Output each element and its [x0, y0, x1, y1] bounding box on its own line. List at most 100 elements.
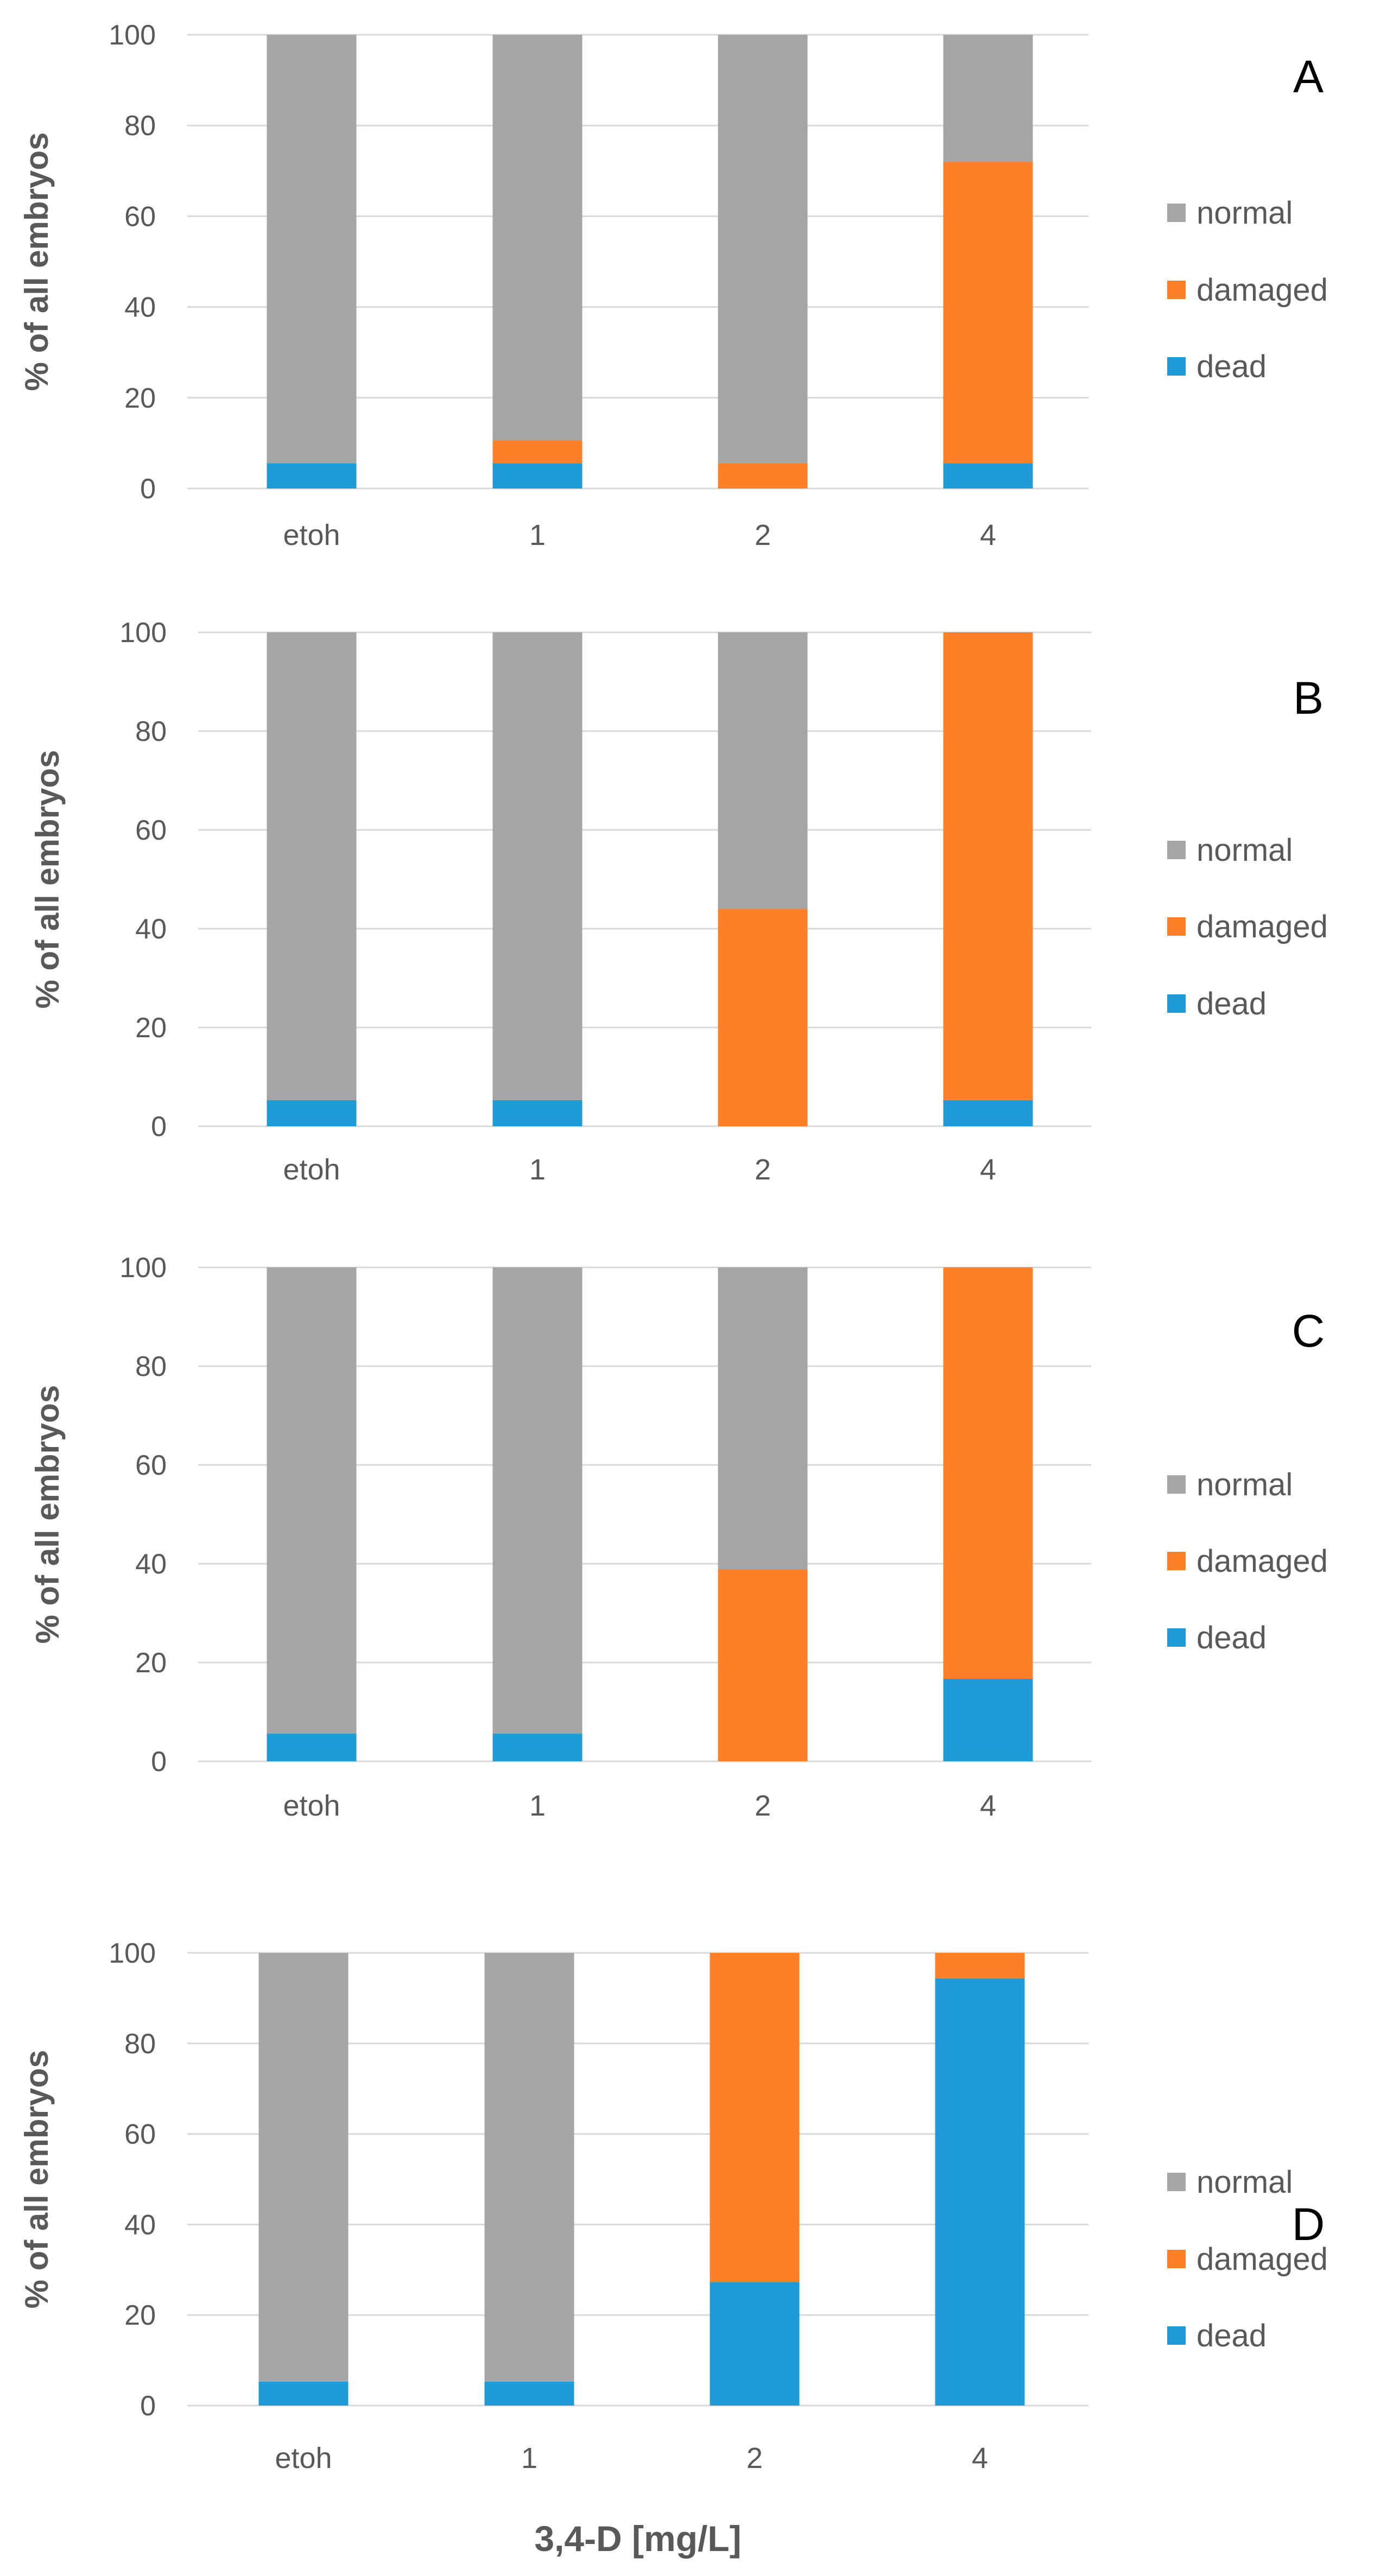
legend-label-dead: dead: [1197, 1620, 1267, 1655]
y-tick-label: 0: [140, 473, 156, 505]
legend-label-dead: dead: [1197, 2318, 1267, 2353]
legend-label-dead: dead: [1197, 349, 1267, 384]
legend-label-damaged: damaged: [1197, 2242, 1328, 2277]
bar-segment-normal: [267, 632, 357, 1100]
chart-panel-c: 0 20 40 60 80 100 etoh 1 2 4 % of all embryos norma…: [29, 1252, 1328, 1822]
y-tick-label: 40: [135, 913, 167, 945]
bar-segment-dead: [267, 1100, 357, 1126]
x-category-label: etoh: [283, 1790, 340, 1822]
x-category-label: 1: [529, 1153, 546, 1186]
y-tick-label: 20: [124, 383, 156, 414]
bar-segment-damaged: [943, 1267, 1033, 1679]
bar-segment-dead: [492, 463, 583, 488]
y-tick-label: 40: [124, 292, 156, 323]
bar-segment-dead: [710, 2282, 800, 2406]
legend-swatch-dead: [1167, 357, 1186, 376]
x-category-label: etoh: [275, 2442, 332, 2475]
x-category-label: 1: [529, 519, 546, 551]
bar-segment-damaged: [710, 1953, 800, 2282]
bar-segment-dead: [943, 1679, 1033, 1761]
y-tick-label: 100: [109, 20, 156, 51]
bar-segment-damaged: [943, 162, 1033, 464]
bar-segment-dead: [267, 463, 357, 488]
y-axis-label: % of all embryos: [29, 1385, 66, 1644]
x-category-label: etoh: [283, 519, 340, 551]
y-tick-label: 0: [151, 1746, 167, 1778]
y-tick-label: 80: [124, 110, 156, 142]
bar-segment-damaged: [718, 1569, 808, 1761]
legend-swatch-damaged: [1167, 281, 1186, 299]
bar-segment-dead: [492, 1100, 583, 1126]
bar-segment-damaged: [492, 440, 583, 464]
y-tick-label: 0: [140, 2390, 156, 2422]
legend-label-normal: normal: [1197, 195, 1293, 231]
bar-segment-normal: [492, 35, 583, 441]
bar-segment-dead: [492, 1734, 583, 1761]
chart-panel-a: 0 20 40 60 80 100 etoh 1 2 4 % of all embryos norma…: [18, 20, 1328, 551]
bar-segment-damaged: [935, 1953, 1025, 1978]
legend-swatch-damaged: [1167, 2250, 1186, 2268]
bar-segment-normal: [492, 1267, 583, 1734]
legend-swatch-dead: [1167, 1628, 1186, 1647]
legend-swatch-normal: [1167, 1475, 1186, 1494]
bar-segment-normal: [484, 1953, 574, 2382]
y-tick-label: 0: [151, 1111, 167, 1143]
panel-letter: B: [1293, 672, 1324, 724]
y-tick-label: 40: [135, 1549, 167, 1580]
y-tick-label: 100: [119, 1252, 167, 1284]
legend-label-normal: normal: [1197, 2165, 1293, 2200]
x-category-label: 2: [755, 1153, 771, 1186]
legend-swatch-normal: [1167, 2173, 1186, 2191]
legend-label-dead: dead: [1197, 986, 1267, 1021]
legend-label-damaged: damaged: [1197, 1544, 1328, 1579]
bar-segment-dead: [935, 1978, 1025, 2406]
y-axis-label: % of all embryos: [18, 2050, 55, 2309]
x-category-label: 4: [980, 519, 996, 551]
y-tick-label: 60: [124, 2119, 156, 2150]
legend-label-normal: normal: [1197, 833, 1293, 868]
x-category-label: 2: [755, 1790, 771, 1822]
legend-label-damaged: damaged: [1197, 909, 1328, 944]
panel-letter: A: [1293, 51, 1324, 102]
bar-segment-dead: [267, 1734, 357, 1761]
y-tick-label: 80: [135, 1351, 167, 1382]
panel-letter: D: [1292, 2199, 1325, 2250]
bar-segment-normal: [718, 35, 808, 464]
x-category-label: 1: [529, 1790, 546, 1822]
bar-segment-damaged: [718, 463, 808, 488]
y-axis-label: % of all embryos: [29, 750, 66, 1009]
x-category-label: 4: [972, 2442, 988, 2475]
legend-swatch-normal: [1167, 204, 1186, 222]
bar-segment-dead: [484, 2381, 574, 2406]
legend-label-normal: normal: [1197, 1467, 1293, 1502]
y-tick-label: 100: [109, 1938, 156, 1969]
x-category-label: 4: [980, 1153, 996, 1186]
bar-segment-dead: [943, 463, 1033, 488]
y-tick-label: 80: [135, 716, 167, 747]
bar-segment-dead: [258, 2381, 349, 2406]
x-category-label: etoh: [283, 1153, 340, 1186]
bar-segment-normal: [718, 1267, 808, 1570]
y-tick-label: 40: [124, 2209, 156, 2241]
bar-segment-normal: [267, 1267, 357, 1734]
bar-segment-normal: [258, 1953, 349, 2382]
bar-segment-normal: [718, 632, 808, 909]
x-category-label: 2: [746, 2442, 763, 2475]
y-tick-label: 60: [135, 815, 167, 846]
bar-segment-normal: [267, 35, 357, 464]
x-category-label: 2: [755, 519, 771, 551]
legend-swatch-normal: [1167, 841, 1186, 859]
y-tick-label: 20: [135, 1012, 167, 1044]
x-category-label: 1: [521, 2442, 537, 2475]
legend-swatch-damaged: [1167, 1552, 1186, 1570]
chart-panel-d: 0 20 40 60 80 100 etoh 1 2 4 % of all embryos norma…: [18, 1938, 1328, 2559]
y-tick-label: 80: [124, 2028, 156, 2060]
bar-segment-damaged: [718, 909, 808, 1126]
bar-segment-normal: [943, 35, 1033, 162]
bar-segment-normal: [492, 632, 583, 1100]
bar-segment-dead: [943, 1100, 1033, 1126]
y-tick-label: 20: [135, 1647, 167, 1679]
bar-segment-damaged: [943, 632, 1033, 1100]
x-axis-label: 3,4-D [mg/L]: [534, 2518, 741, 2559]
